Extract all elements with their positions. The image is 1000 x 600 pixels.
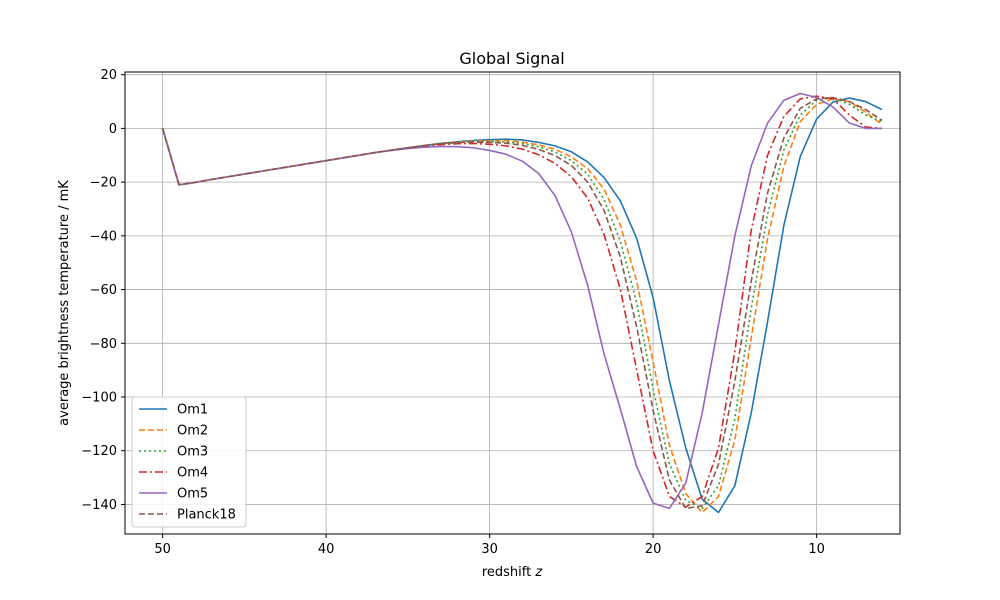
y-tick-label: −80: [90, 337, 117, 352]
x-tick-label: 50: [154, 542, 171, 557]
legend: Om1 Om2 Om3 Om4 Om5 Planck18: [131, 396, 247, 528]
legend-label-om5: Om5: [177, 487, 208, 502]
legend-label-om3: Om3: [177, 445, 208, 460]
x-tick-label: 30: [481, 542, 498, 557]
y-tick-label: −120: [81, 444, 117, 459]
legend-label-om4: Om4: [177, 466, 208, 481]
y-tick-label: −140: [81, 498, 117, 513]
y-tick-label: 20: [100, 68, 117, 83]
y-ticks: 20 0 −20 −40 −60 −80 −100 −120 −140: [81, 68, 125, 513]
series-line-planck18: [161, 96, 883, 510]
x-axis-label: redshift z: [482, 565, 544, 580]
chart-title: Global Signal: [459, 49, 564, 68]
x-tick-label: 10: [808, 542, 825, 557]
y-tick-label: −40: [90, 229, 117, 244]
y-tick-label: 0: [109, 122, 117, 137]
y-axis-label: average brightness temperature / mK: [57, 180, 72, 426]
legend-label-om2: Om2: [177, 424, 208, 439]
y-tick-label: −60: [90, 283, 117, 298]
grid: [125, 72, 900, 534]
x-tick-label: 20: [645, 542, 662, 557]
x-ticks: 50 40 30 20 10: [154, 534, 825, 557]
y-tick-label: −20: [90, 176, 117, 191]
series-line-om3: [161, 96, 883, 510]
series-layer: [161, 92, 883, 514]
x-tick-label: 40: [318, 542, 335, 557]
y-tick-label: −100: [81, 391, 117, 406]
legend-label-om1: Om1: [177, 403, 208, 418]
legend-label-planck18: Planck18: [177, 508, 236, 523]
plot-frame: [124, 71, 901, 535]
